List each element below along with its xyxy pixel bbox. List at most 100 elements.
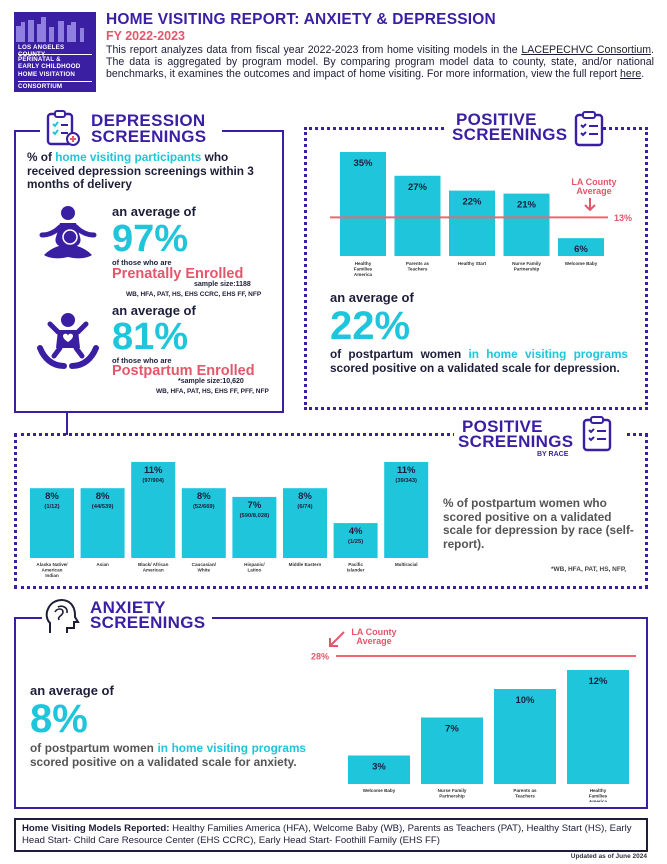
bar-value-label: 27% [408,182,428,193]
bar-value-label: 11% [397,465,416,476]
prenatal-models: WB, HFA, PAT, HS, EHS CCRC, EHS FF, NFP [126,291,262,298]
race-text: % of postpartum women who scored positiv… [443,496,634,551]
category-label: Middle Eastern [289,562,322,567]
bar-value-label: 21% [517,200,537,211]
bar [503,193,550,256]
positive-value: 22% [330,304,411,348]
report-intro: This report analyzes data from fiscal ye… [106,44,654,81]
report-subtitle: FY 2022-2023 [106,29,185,43]
positive-by-model-chart: 35% Healthy Families America 27% Parents as Te… [330,152,632,277]
report-title: HOME VISITING REPORT: ANXIETY & DEPRESSI… [106,11,496,28]
bar-value-label: 4% [349,526,363,537]
la-county-average-label: LA County Average [571,177,617,196]
postpartum-group: Postpartum Enrolled [112,363,255,379]
logo-line: CONSORTIUM [18,81,92,90]
bar-count-label: (44/539) [92,504,114,510]
bar-value-label: 22% [462,197,482,208]
bar [80,488,125,558]
anxiety-panel [14,617,648,809]
bar [283,488,327,558]
city-skyline-icon [16,17,84,42]
bar-value-label: 6% [574,244,588,255]
category-label: Healthy Start [458,261,487,266]
updated-date: Updated as of June 2024 [570,853,647,860]
bar-count-label: (97/904) [142,478,164,484]
anxiety-value: 8% [30,697,88,741]
bar [333,523,378,558]
bar-count-label: (1/12) [44,504,59,510]
category-label: Multiracial [395,562,418,567]
category-label: Asian [96,562,109,567]
prenatal-group: Prenatally Enrolled [112,266,244,282]
bar [494,689,556,784]
anxiety-title-line1: ANXIETY [90,598,166,617]
depression-lead: % of home visiting participants who rece… [27,150,254,191]
bar [232,496,277,558]
prenatal-sample-size: sample size:1188 [194,281,251,288]
bar-value-label: 8% [298,491,312,502]
county-average-value: 28% [311,652,329,662]
bar-count-label: (6/74) [297,504,312,510]
anxiety-average-label: an average of [30,683,114,698]
bar [567,670,629,784]
bar-value-label: 12% [588,676,608,687]
positive-title-line2: SCREENINGS [452,125,568,144]
category-label: Caucasian/White [192,562,217,573]
checklist-doctor-icon [46,110,80,146]
head-mind-icon [45,599,80,633]
category-label: Pacific Islander [347,562,365,573]
bar-value-label: 7% [445,724,459,735]
category-label: Nurse Family Partnership [438,788,467,799]
bar-count-label: (39/343) [395,478,417,484]
race-title-line2: SCREENINGS [458,432,574,451]
prenatal-of-label: of those who are [112,258,172,267]
positive-by-race-chart: 8% (1/12) Alaska Native/American Indian 8% (4… [30,462,429,578]
positive-title-line1: POSITIVE [456,110,537,129]
bar [30,488,74,558]
bar-value-label: 8% [96,491,110,502]
clipboard-icon [574,111,604,147]
bar-value-label: 8% [197,491,211,502]
prenatal-value: 97% [112,218,189,260]
postpartum-sample-size: *sample size:10,620 [178,378,244,385]
models-footer: Home Visiting Models Reported: Healthy F… [14,818,648,852]
category-label: Parents as Teachers [406,261,430,272]
race-title-line1: POSITIVE [462,417,543,436]
bar-count-label: (1/25) [348,539,363,545]
bar [340,152,386,256]
consortium-logo: LOS ANGELES COUNTY PERINATAL & EARLY CHI… [14,12,96,92]
bar [131,462,176,558]
bar [421,717,483,784]
connector-line [66,413,68,435]
logo-line: HOME VISITATION [18,71,76,78]
bar [384,462,429,558]
pregnant-meditation-icon [39,206,97,259]
category-label: Healthy Families America [354,261,373,277]
positive-average-label: an average of [330,290,414,305]
bar-value-label: 7% [248,500,262,511]
bar-count-label: (52/669) [193,504,215,510]
anxiety-la-county-label: LA County Average [351,627,397,646]
postpartum-value: 81% [112,316,189,358]
positive-title-bg [446,110,596,146]
bar-value-label: 8% [45,491,59,502]
bar-value-label: 11% [144,465,163,476]
arrow-down-left-icon [329,631,345,647]
county-average-value: 13% [614,213,632,223]
category-label: Black/ African American [138,562,169,573]
bar-value-label: 35% [353,158,373,169]
positive-text: of postpartum women in home visiting pro… [330,347,628,375]
category-label: Healthy Families America [589,788,608,802]
bar-value-label: 10% [515,695,535,706]
depression-title-line2: SCREENINGS [91,127,207,146]
category-label: Nurse Family Partnership [512,261,541,272]
depression-title-line1: DEPRESSION [91,111,206,130]
consortium-link[interactable]: LACEPECHVC Consortium [521,44,652,56]
category-label: Parents as Teachers [513,788,537,799]
bar [181,488,226,558]
race-panel [14,433,648,589]
full-report-link[interactable]: here [620,68,642,81]
postpartum-models: WB, HFA, PAT, HS, EHS FF, PFF, NFP [156,388,269,395]
arrow-down-icon [584,198,596,212]
bar-count-label: (590/8,028) [240,513,270,519]
